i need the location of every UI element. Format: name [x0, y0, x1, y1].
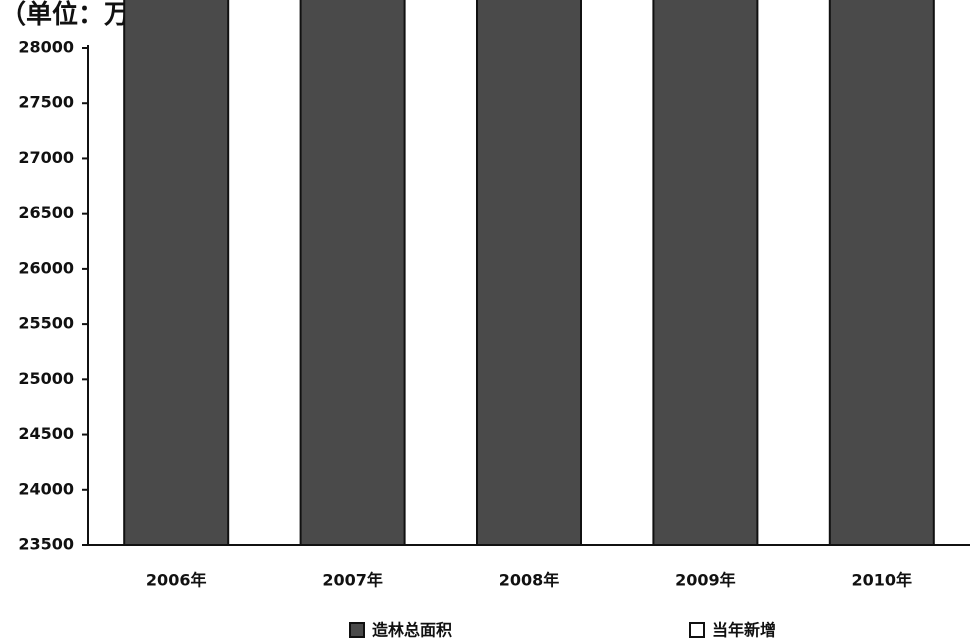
y-tick-label: 27500 [18, 93, 74, 112]
y-tick-label: 24000 [18, 479, 74, 498]
bar-segment [123, 0, 230, 546]
bar-segment [828, 0, 935, 546]
x-tick-label: 2007年 [322, 571, 383, 590]
bar-segment [652, 0, 759, 546]
bar-segment [299, 0, 406, 546]
y-tick-label: 24500 [18, 424, 74, 443]
legend-swatch [349, 622, 365, 638]
y-tick-label: 26500 [18, 203, 74, 222]
y-tick-label: 25500 [18, 314, 74, 333]
y-tick-label: 27000 [18, 148, 74, 167]
x-tick-label: 2006年 [146, 571, 207, 590]
legend-swatch [689, 622, 705, 638]
y-tick-label: 26000 [18, 258, 74, 277]
legend-label: 当年新增 [712, 621, 776, 640]
bar-segment [476, 0, 582, 546]
x-tick-label: 2009年 [675, 571, 736, 590]
y-tick-label: 28000 [18, 38, 74, 57]
x-tick-label: 2008年 [499, 571, 560, 590]
y-tick-label: 23500 [18, 535, 74, 554]
x-tick-label: 2010年 [852, 571, 913, 590]
y-tick-label: 25000 [18, 369, 74, 388]
legend-label: 造林总面积 [372, 621, 452, 640]
